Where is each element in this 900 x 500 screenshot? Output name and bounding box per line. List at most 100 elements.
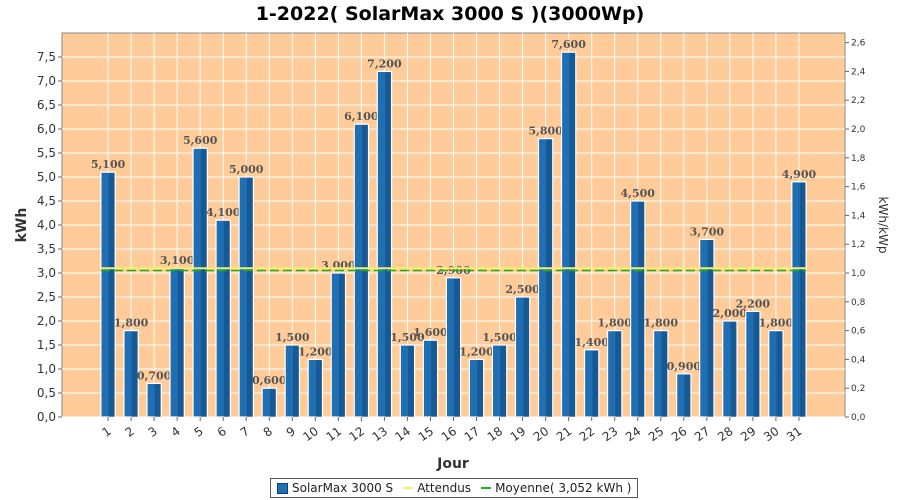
x-tick-label: 28: [715, 424, 736, 444]
bar-value-label: 0,900: [667, 360, 702, 373]
bar-value-label: 6,100: [344, 110, 379, 123]
bar-shade: [431, 341, 437, 417]
x-tick-label: 13: [370, 424, 391, 444]
bar-shade: [638, 202, 645, 417]
x-tick-label: 15: [416, 424, 437, 444]
bar-shade: [500, 346, 506, 417]
bar-value-label: 5,800: [528, 125, 563, 138]
bar-value-label: 0,700: [137, 369, 172, 382]
y-tick-label: 7,5: [37, 50, 56, 64]
y2-tick-label: 2,6: [851, 39, 866, 49]
y-tick-label: 0,5: [37, 386, 56, 400]
y-tick-label: 0,0: [37, 410, 56, 424]
y-tick-label: 4,5: [37, 194, 56, 208]
legend-swatch-average: [481, 487, 492, 489]
legend-label-expected: Attendus: [417, 481, 472, 495]
x-tick-label: 27: [692, 424, 713, 444]
x-tick-label: 31: [784, 424, 805, 444]
x-tick-label: 22: [577, 424, 598, 444]
bar-shade: [177, 269, 184, 417]
bar-value-label: 1,600: [413, 326, 448, 339]
y2-tick-label: 2,0: [851, 125, 866, 135]
y-tick-label: 5,0: [37, 170, 56, 184]
bar-value-label: 1,500: [390, 331, 425, 344]
bar-shade: [523, 298, 530, 417]
y2-tick-label: 1,6: [851, 183, 866, 193]
x-tick-label: 23: [600, 424, 621, 444]
bar-shade: [246, 178, 253, 417]
bar-value-label: 5,600: [183, 134, 218, 147]
legend-swatch-production: [277, 482, 288, 494]
bar-shade: [684, 374, 691, 417]
legend-item-production: SolarMax 3000 S: [277, 481, 393, 495]
y-tick-label: 6,0: [37, 122, 56, 136]
y2-tick-label: 0,2: [851, 384, 865, 394]
bar-shade: [269, 389, 276, 417]
y-tick-label: 3,0: [37, 266, 56, 280]
x-tick-label: 24: [623, 424, 644, 444]
y2-tick-label: 2,2: [851, 96, 865, 106]
y2-tick-label: 1,0: [851, 269, 866, 279]
legend: SolarMax 3000 S Attendus Moyenne( 3,052 …: [270, 478, 639, 498]
y2-tick-label: 1,2: [851, 240, 865, 250]
legend-label-production: SolarMax 3000 S: [292, 481, 394, 495]
bar-shade: [707, 240, 714, 417]
bar-value-label: 1,800: [759, 317, 794, 330]
x-tick-label: 14: [393, 424, 414, 444]
x-tick-label: 20: [531, 424, 552, 444]
x-tick-label: 10: [300, 424, 321, 444]
bar-value-label: 2,200: [736, 297, 771, 310]
x-tick-label: 1: [99, 424, 113, 440]
bar-shade: [661, 331, 668, 417]
x-tick-label: 3: [146, 424, 160, 440]
x-tick-label: 25: [646, 424, 667, 444]
y-tick-label: 2,5: [37, 290, 56, 304]
bar-value-label: 1,400: [574, 336, 609, 349]
bar-shade: [131, 331, 138, 417]
y-tick-label: 2,0: [37, 314, 56, 328]
bar-shade: [154, 384, 161, 417]
x-axis-title: Jour: [436, 456, 469, 472]
y-tick-label: 5,5: [37, 146, 56, 160]
y2-tick-label: 0,4: [851, 355, 866, 365]
x-tick-label: 21: [554, 424, 575, 444]
bar-shade: [339, 274, 345, 417]
bar-value-label: 1,800: [114, 317, 149, 330]
y2-tick-label: 0,8: [851, 298, 866, 308]
bar-shade: [592, 350, 599, 417]
bar-shade: [776, 331, 783, 417]
y-tick-label: 1,0: [37, 362, 56, 376]
x-tick-label: 26: [669, 424, 690, 444]
y2-tick-label: 1,4: [851, 211, 866, 221]
bar-value-label: 3,700: [690, 225, 725, 238]
y-tick-label: 1,5: [37, 338, 56, 352]
bar-shade: [753, 312, 760, 417]
bar-value-label: 2,000: [713, 307, 748, 320]
bar-shade: [316, 360, 322, 417]
legend-item-expected: Attendus: [403, 481, 471, 495]
x-tick-label: 19: [508, 424, 529, 444]
bar-shade: [385, 72, 391, 418]
bar-value-label: 1,800: [644, 317, 679, 330]
x-tick-label: 18: [485, 424, 506, 444]
x-tick-label: 12: [347, 424, 368, 444]
y-tick-label: 7,0: [37, 74, 56, 88]
x-tick-label: 11: [324, 424, 345, 444]
x-tick-label: 16: [439, 424, 460, 444]
bar-value-label: 4,900: [782, 168, 817, 181]
bar-value-label: 5,000: [229, 163, 264, 176]
bar-shade: [200, 149, 207, 417]
bar-value-label: 7,200: [367, 57, 402, 70]
y-axis-title: kWh: [14, 208, 30, 243]
x-tick-label: 5: [192, 424, 206, 440]
bar-shade: [223, 221, 230, 417]
bar-value-label: 4,100: [206, 206, 241, 219]
bar-value-label: 3,100: [160, 254, 195, 267]
chart-title: 1-2022( SolarMax 3000 S )(3000Wp): [255, 3, 645, 25]
bar-value-label: 0,600: [252, 374, 287, 387]
bar-value-label: 1,200: [459, 345, 494, 358]
x-tick-label: 7: [238, 424, 252, 440]
legend-item-average: Moyenne( 3,052 kWh ): [481, 481, 631, 495]
bar-shade: [615, 331, 622, 417]
